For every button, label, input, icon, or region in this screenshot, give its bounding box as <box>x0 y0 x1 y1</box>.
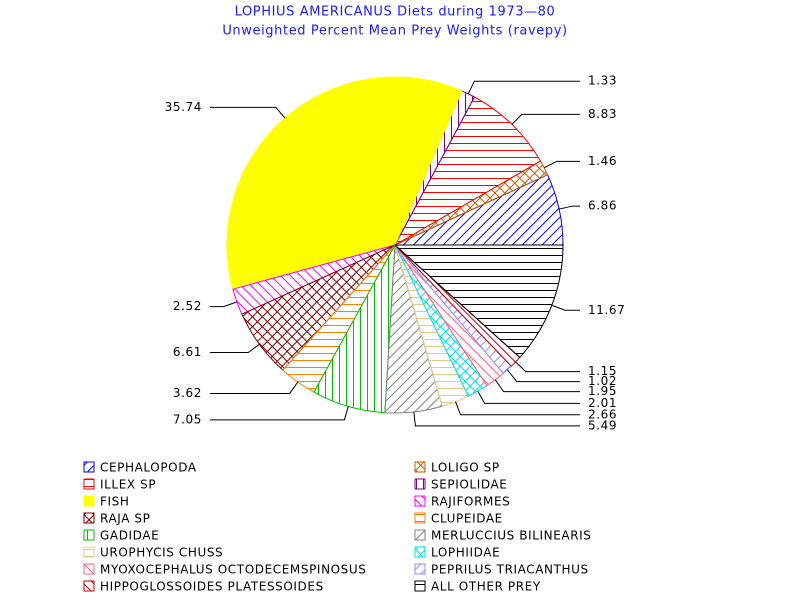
legend-label: FISH <box>100 495 129 509</box>
legend-swatch <box>414 563 426 575</box>
value-label: 35.74 <box>165 100 202 114</box>
leader-line <box>494 379 580 393</box>
value-label: 2.52 <box>173 299 202 313</box>
legend-label: RAJA SP <box>100 512 150 526</box>
chart-subtitle: Unweighted Percent Mean Prey Weights (ra… <box>222 24 567 39</box>
leader-line <box>455 401 580 416</box>
legend-swatch <box>83 546 95 558</box>
leader-line <box>413 411 580 427</box>
legend-swatch <box>83 529 95 541</box>
legend-label: ALL OTHER PREY <box>431 580 541 594</box>
legend-swatch <box>414 461 426 473</box>
legend-swatch <box>83 461 95 473</box>
legend-label: RAJIFORMES <box>431 495 510 509</box>
legend-swatch <box>414 546 426 558</box>
leader-line <box>210 106 286 119</box>
value-label: 2.01 <box>588 396 617 410</box>
value-label: 11.67 <box>588 303 625 317</box>
leader-line <box>210 381 299 394</box>
leader-line <box>551 304 580 311</box>
leader-line <box>210 301 238 308</box>
legend-label: LOPHIIDAE <box>431 546 500 560</box>
legend-label: HIPPOGLOSSOIDES PLATESSOIDES <box>100 580 324 594</box>
legend-swatch <box>83 580 95 592</box>
value-label: 6.61 <box>173 345 202 359</box>
value-label: 1.95 <box>588 384 617 398</box>
leader-line <box>467 80 580 95</box>
value-label: 1.33 <box>588 74 617 88</box>
legend-swatch <box>83 478 95 490</box>
legend-label: PEPRILUS TRIACANTHUS <box>431 563 589 577</box>
value-label: 5.49 <box>588 418 617 432</box>
legend-label: GADIDAE <box>100 529 159 543</box>
leader-line <box>507 369 580 383</box>
leader-line <box>559 205 580 210</box>
value-label: 8.83 <box>588 107 617 121</box>
legend-label: MYOXOCEPHALUS OCTODECEMSPINOSUS <box>100 563 367 577</box>
value-label: 1.02 <box>588 374 617 388</box>
value-label: 6.86 <box>588 199 617 213</box>
leader-line <box>544 160 580 169</box>
legend-swatch <box>83 512 95 524</box>
legend-swatch <box>83 563 95 575</box>
value-label: 2.66 <box>588 407 617 421</box>
legend-swatch <box>414 512 426 524</box>
legend-label: SEPIOLIDAE <box>431 478 507 492</box>
legend-label: UROPHYCIS CHUSS <box>100 546 223 560</box>
leader-line <box>511 113 580 125</box>
legend-label: ILLEX SP <box>100 478 156 492</box>
value-label: 7.05 <box>173 412 202 426</box>
legend-label: LOLIGO SP <box>431 461 500 475</box>
legend-swatch <box>414 580 426 592</box>
pie-slice <box>226 76 463 290</box>
legend-swatch <box>414 495 426 507</box>
legend-swatch <box>83 495 95 507</box>
value-label: 1.15 <box>588 364 617 378</box>
legend-label: MERLUCCIUS BILINEARIS <box>431 529 592 543</box>
leader-line <box>515 361 580 373</box>
pie-slice <box>393 96 542 247</box>
legend-swatch <box>414 529 426 541</box>
legend-label: CLUPEIDAE <box>431 512 503 526</box>
leader-line <box>477 390 580 404</box>
chart-title: LOPHIUS AMERICANUS Diets during 1973—80 <box>235 5 556 20</box>
leader-line <box>210 406 349 421</box>
leader-line <box>210 343 260 354</box>
legend-swatch <box>414 478 426 490</box>
legend-label: CEPHALOPODA <box>100 461 197 475</box>
value-label: 3.62 <box>173 386 202 400</box>
value-label: 1.46 <box>588 154 617 168</box>
